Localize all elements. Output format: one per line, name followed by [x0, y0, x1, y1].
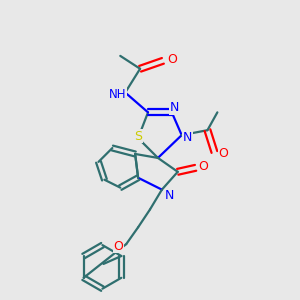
Text: N: N — [183, 130, 192, 144]
Text: N: N — [165, 189, 175, 202]
Text: S: S — [134, 130, 142, 142]
Text: O: O — [167, 53, 177, 66]
Text: O: O — [199, 160, 208, 173]
Text: O: O — [113, 240, 123, 253]
Text: O: O — [218, 148, 228, 160]
Text: NH: NH — [109, 88, 126, 101]
Text: N: N — [170, 101, 179, 114]
